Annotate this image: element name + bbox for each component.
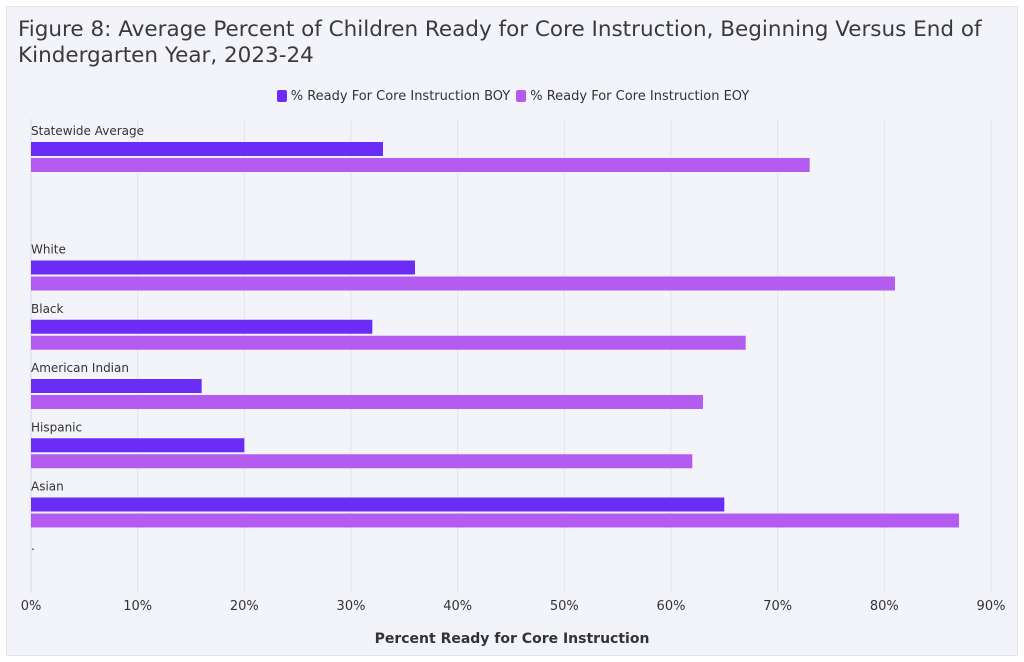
category-label: .	[31, 539, 35, 553]
x-tick-label: 70%	[763, 599, 792, 614]
bar-boy[interactable]	[31, 260, 415, 275]
x-tick-label: 0%	[21, 599, 42, 614]
x-axis-title: Percent Ready for Core Instruction	[375, 631, 650, 647]
category-label: Black	[31, 302, 64, 316]
x-tick-label: 80%	[870, 599, 899, 614]
category-labels: Statewide Average White Black American Indi…	[31, 124, 144, 553]
x-axis-ticks: 0% 10% 20% 30% 40% 50% 60% 70% 80% 90%	[21, 599, 1006, 614]
category-label: White	[31, 243, 66, 257]
x-tick-label: 60%	[657, 599, 686, 614]
legend-label-boy: % Ready For Core Instruction BOY	[290, 88, 511, 104]
bar-boy[interactable]	[31, 142, 383, 156]
bar-chart-plot: Statewide Average White Black American Indi…	[21, 119, 1006, 647]
x-tick-label: 50%	[550, 599, 579, 614]
bar-boy[interactable]	[31, 438, 245, 453]
legend: % Ready For Core Instruction BOY % Ready…	[7, 87, 1019, 105]
x-tick-label: 20%	[230, 599, 259, 614]
legend-swatch-boy	[276, 90, 287, 102]
bar-boy[interactable]	[31, 319, 373, 334]
legend-item-eoy[interactable]: % Ready For Core Instruction EOY	[516, 89, 749, 104]
bar-eoy[interactable]	[31, 454, 693, 469]
bar-eoy[interactable]	[31, 395, 703, 409]
legend-label-eoy: % Ready For Core Instruction EOY	[530, 88, 750, 104]
category-label: Asian	[31, 480, 64, 494]
chart-title: Figure 8: Average Percent of Children Re…	[18, 17, 982, 68]
bar-boy[interactable]	[31, 379, 202, 393]
bar-boy[interactable]	[31, 497, 725, 512]
bars	[31, 142, 959, 528]
category-label: Statewide Average	[31, 124, 144, 138]
legend-item-boy[interactable]: % Ready For Core Instruction BOY	[276, 88, 511, 104]
bar-eoy[interactable]	[31, 276, 895, 291]
x-tick-label: 10%	[123, 599, 152, 614]
chart-card: Figure 8: Average Percent of Children Re…	[6, 6, 1018, 656]
legend-swatch-eoy	[516, 90, 527, 102]
category-label: Hispanic	[31, 420, 82, 434]
x-tick-label: 40%	[443, 599, 472, 614]
bar-eoy[interactable]	[31, 513, 959, 528]
x-tick-label: 30%	[337, 599, 366, 614]
bar-eoy[interactable]	[31, 158, 810, 172]
x-tick-label: 90%	[977, 599, 1006, 614]
bar-eoy[interactable]	[31, 335, 746, 350]
category-label: American Indian	[31, 361, 129, 375]
